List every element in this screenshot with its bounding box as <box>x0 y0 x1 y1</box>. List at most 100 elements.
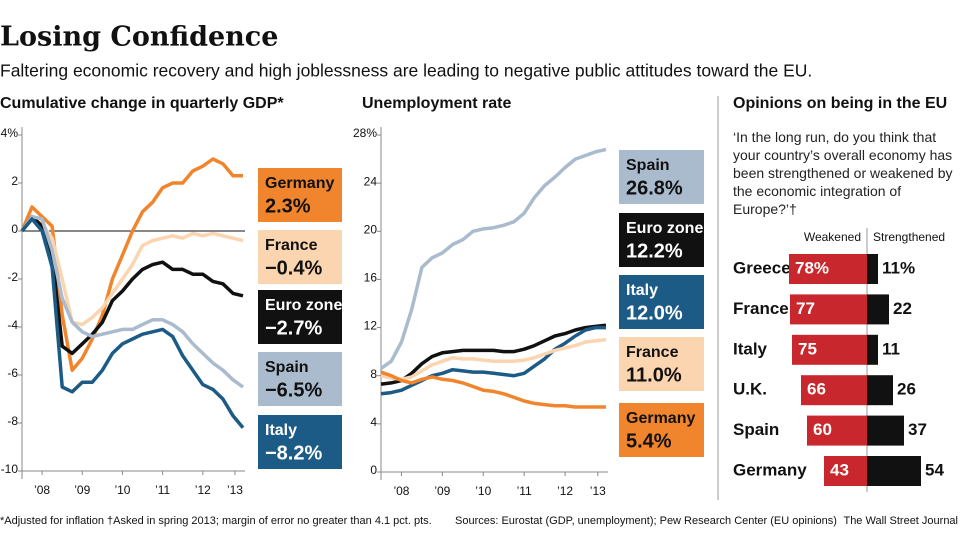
x-tick-label: ’08 <box>393 484 409 498</box>
value-label: 54 <box>925 460 944 479</box>
legend-box <box>619 213 704 267</box>
y-tick-label: 20 <box>364 222 378 236</box>
title: Losing Confidence <box>0 22 278 53</box>
value-label: 60 <box>813 420 832 439</box>
end-label: 12.0% <box>626 302 683 324</box>
series-line <box>379 147 607 370</box>
legend-box <box>619 337 704 391</box>
value-label: 66 <box>807 380 826 399</box>
y-tick-label: 16 <box>364 271 378 285</box>
x-tick-label: ’11 <box>517 484 532 498</box>
question: ‘In the long run, do you think that your… <box>733 129 953 217</box>
x-tick-label: ’08 <box>34 483 50 497</box>
y-tick-label: -10 <box>1 462 19 476</box>
x-tick-label: ’10 <box>114 483 130 497</box>
legend-label: Italy <box>626 282 658 299</box>
footnote: *Adjusted for inflation †Asked in spring… <box>0 515 432 527</box>
bar <box>824 456 867 486</box>
series-line <box>380 370 606 409</box>
y-tick-label: -8 <box>7 414 18 428</box>
bar <box>792 334 867 365</box>
series-line <box>20 217 245 429</box>
end-label: −2.7% <box>265 317 322 339</box>
value-label: 37 <box>908 420 927 439</box>
series-line <box>380 323 607 386</box>
value-label: 11% <box>882 258 915 277</box>
x-tick-label: ’09 <box>74 483 90 497</box>
bar <box>867 375 893 406</box>
series-line <box>20 217 244 327</box>
legend-box <box>258 352 342 406</box>
bar <box>790 294 867 325</box>
y-tick-label: 24 <box>364 174 378 188</box>
value-label: 75 <box>798 339 817 358</box>
chart-title: Opinions on being in the EU <box>733 95 947 112</box>
y-tick-label: 8 <box>370 367 377 381</box>
y-tick-label: 28% <box>353 126 377 140</box>
y-tick-label: -2 <box>7 270 18 284</box>
x-tick-label: ’10 <box>475 484 491 498</box>
y-tick-label: 0 <box>370 463 377 477</box>
end-label: 2.3% <box>265 195 311 217</box>
y-tick-label: 2 <box>11 174 18 188</box>
bar <box>867 415 904 446</box>
end-label: 26.8% <box>626 177 683 199</box>
legend-box <box>258 230 342 284</box>
legend-label: Strengthened <box>873 230 945 244</box>
x-tick-label: ’12 <box>557 484 573 498</box>
subtitle: Faltering economic recovery and high job… <box>0 61 812 81</box>
y-tick-label: 4% <box>1 126 19 140</box>
chart-title: Cumulative change in quarterly GDP* <box>0 95 284 112</box>
bar <box>867 294 889 325</box>
chart-title: Unemployment rate <box>362 95 511 112</box>
series-line <box>380 337 607 382</box>
credit: The Wall Street Journal <box>843 515 958 527</box>
end-label: 5.4% <box>626 430 672 452</box>
legend-box <box>258 290 342 344</box>
legend-label: France <box>265 237 318 254</box>
category-label: Spain <box>733 420 779 439</box>
value-label: 26 <box>897 380 916 399</box>
value-label: 77 <box>796 299 815 318</box>
x-tick-label: ’12 <box>195 483 211 497</box>
series-line <box>20 214 244 356</box>
legend-label: Spain <box>265 359 309 376</box>
end-label: −8.2% <box>265 442 322 464</box>
value-label: 78% <box>795 258 829 277</box>
category-label: U.K. <box>733 380 767 399</box>
bar <box>867 334 878 365</box>
sources: Sources: Eurostat (GDP, unemployment); P… <box>455 515 837 527</box>
y-tick-label: -4 <box>7 318 18 332</box>
legend-box <box>619 150 704 204</box>
x-tick-label: ’13 <box>227 483 243 497</box>
legend-box <box>258 168 342 222</box>
legend-box <box>258 415 342 469</box>
bar <box>789 254 867 284</box>
end-label: 12.2% <box>626 240 683 262</box>
x-tick-label: ’09 <box>434 484 450 498</box>
legend-label: Weakened <box>804 230 861 244</box>
x-tick-label: ’11 <box>155 483 170 497</box>
end-label: −0.4% <box>265 257 322 279</box>
value-label: 11 <box>882 339 900 358</box>
category-label: Italy <box>733 339 768 358</box>
category-label: Germany <box>733 460 807 479</box>
category-label: Greece <box>733 258 791 277</box>
legend-label: Spain <box>626 157 670 174</box>
legend-label: Euro zone <box>626 220 703 237</box>
y-tick-label: 4 <box>370 415 377 429</box>
bar <box>867 456 921 486</box>
end-label: 11.0% <box>626 364 682 386</box>
y-tick-label: 0 <box>11 222 18 236</box>
bar <box>807 415 867 446</box>
category-label: France <box>733 299 789 318</box>
y-tick-label: -6 <box>7 366 18 380</box>
bar <box>867 254 878 284</box>
legend-label: France <box>626 344 679 361</box>
legend-box <box>619 403 704 457</box>
series-line <box>20 214 245 389</box>
end-label: −6.5% <box>265 379 322 401</box>
value-label: 22 <box>893 299 912 318</box>
